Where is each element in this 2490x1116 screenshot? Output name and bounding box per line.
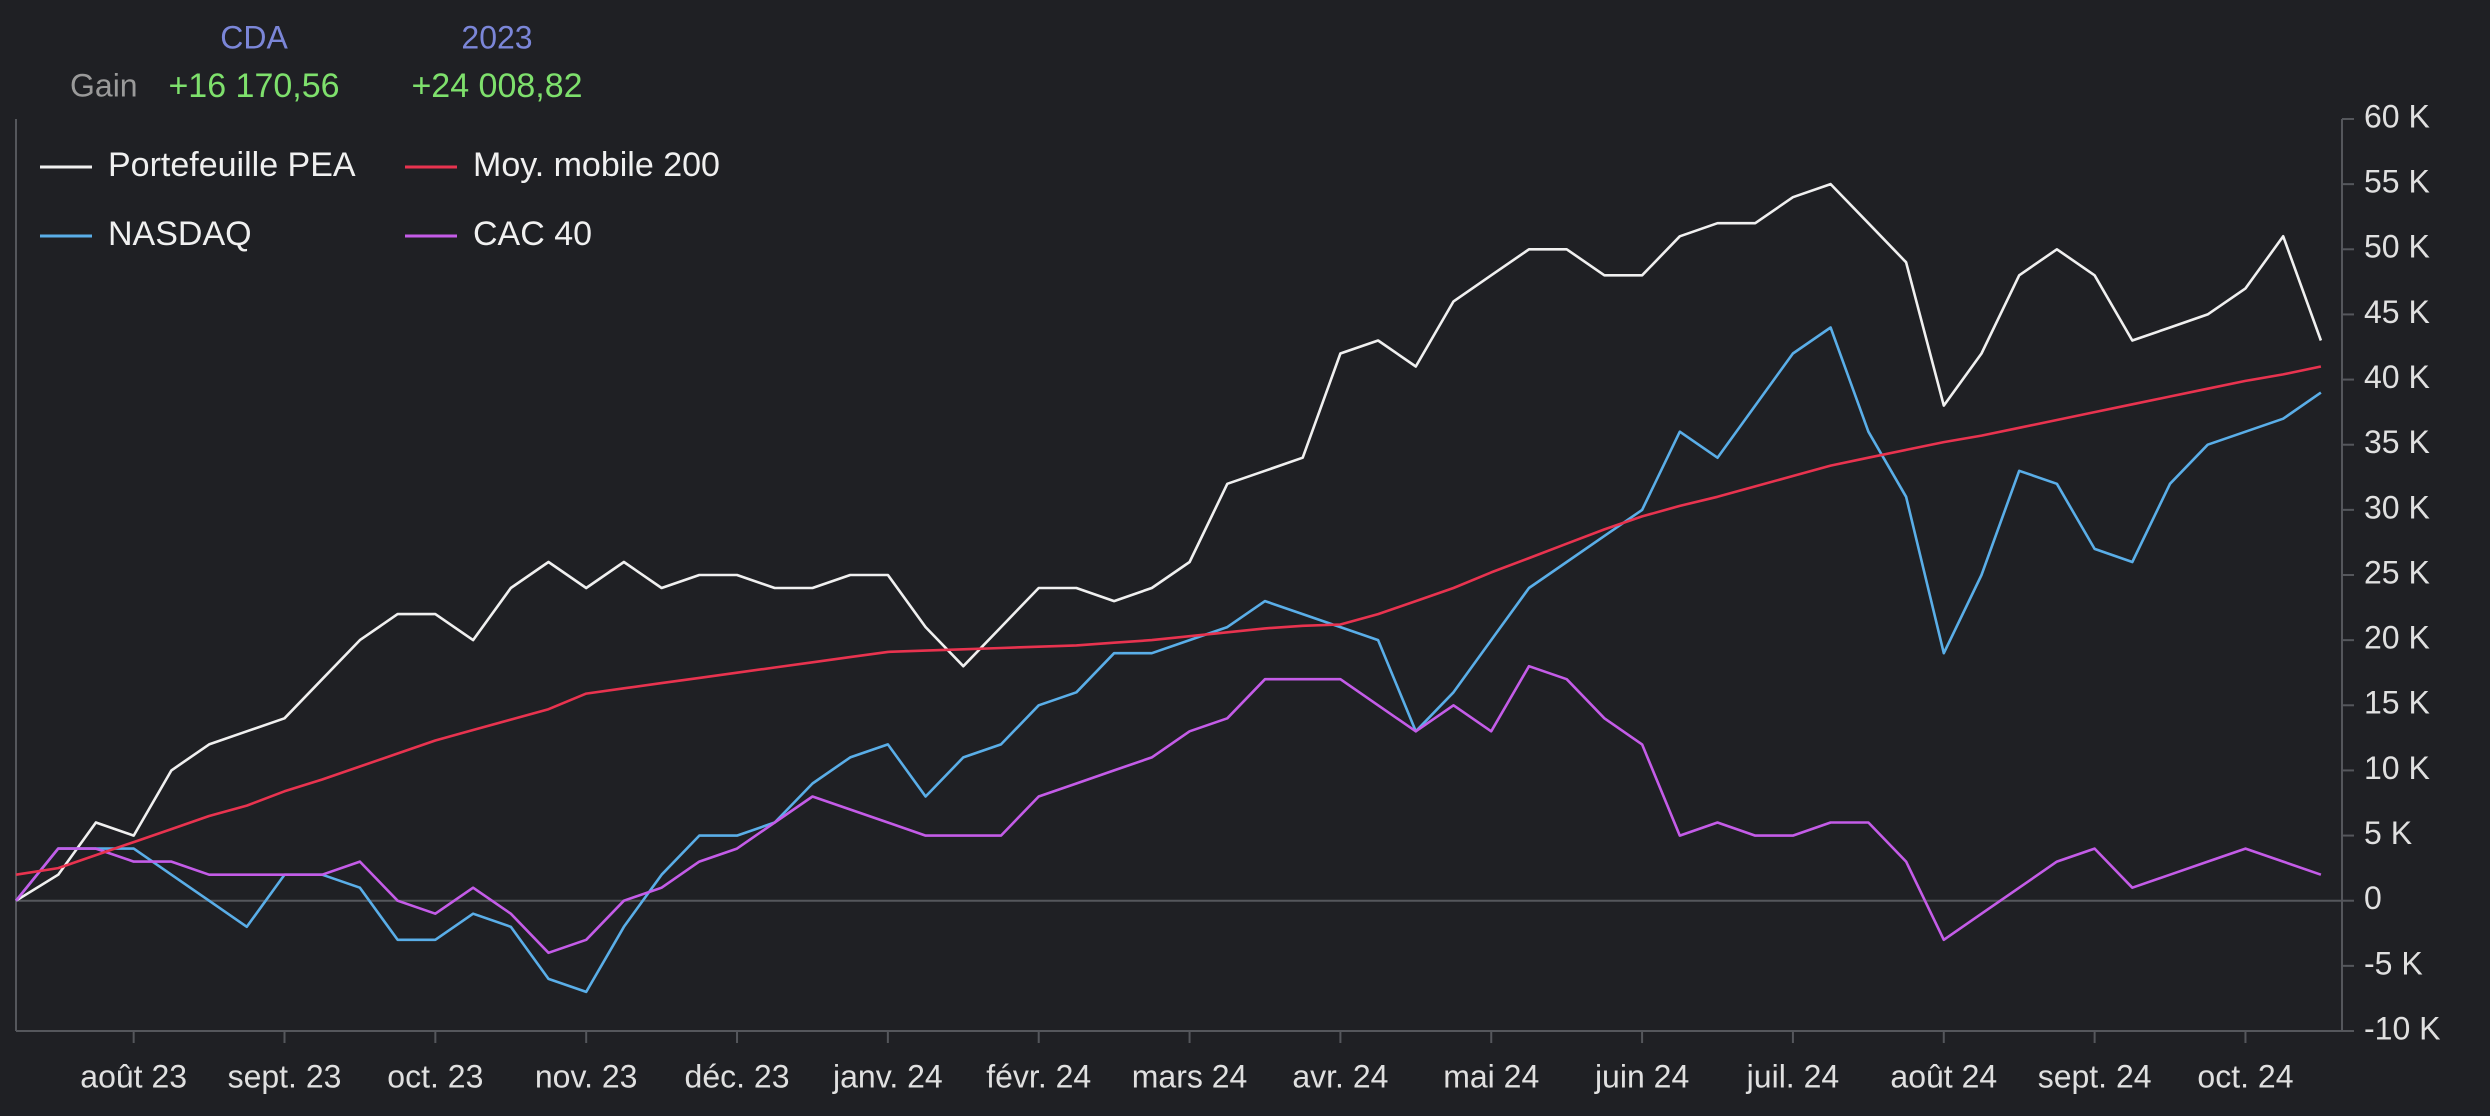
x-tick-label: avr. 24 [1292, 1058, 1388, 1094]
series-line [15, 182, 2323, 902]
legend-label: CAC 40 [473, 215, 592, 253]
gain-label: Gain [70, 67, 138, 103]
y-tick-label: 50 K [2364, 229, 2430, 265]
x-tick-label: mars 24 [1132, 1058, 1248, 1094]
y-tick-label: 30 K [2364, 489, 2430, 525]
x-tick-label: sept. 24 [2038, 1058, 2152, 1094]
y-tick-label: 40 K [2364, 359, 2430, 395]
y-tick-label: -5 K [2364, 945, 2423, 981]
x-tick-label: oct. 23 [387, 1058, 483, 1094]
series-line [14, 326, 2322, 994]
column-value: +24 008,82 [411, 67, 582, 105]
y-tick-label: 0 [2364, 880, 2382, 916]
legend-label: NASDAQ [108, 215, 252, 253]
x-tick-label: juin 24 [1594, 1058, 1689, 1094]
y-tick-label: 10 K [2364, 750, 2430, 786]
x-tick-label: oct. 24 [2197, 1058, 2293, 1094]
y-tick-label: 25 K [2364, 554, 2430, 590]
y-tick-label: 15 K [2364, 685, 2430, 721]
x-tick-label: août 24 [1890, 1058, 1997, 1094]
y-tick-label: 5 K [2364, 815, 2412, 851]
x-tick-label: nov. 23 [535, 1058, 638, 1094]
series-line [15, 365, 2322, 876]
column-title: CDA [220, 19, 288, 55]
x-tick-label: févr. 24 [986, 1058, 1091, 1094]
y-tick-label: 45 K [2364, 294, 2430, 330]
x-tick-label: juil. 24 [1746, 1058, 1840, 1094]
legend-label: Portefeuille PEA [108, 146, 356, 184]
series-line [14, 664, 2322, 955]
x-tick-label: mai 24 [1443, 1058, 1539, 1094]
column-value: +16 170,56 [168, 67, 339, 105]
x-tick-label: janv. 24 [832, 1058, 943, 1094]
legend-label: Moy. mobile 200 [473, 146, 720, 184]
y-tick-label: 60 K [2364, 98, 2430, 134]
x-tick-label: déc. 23 [685, 1058, 790, 1094]
column-title: 2023 [461, 19, 532, 55]
y-tick-label: 55 K [2364, 164, 2430, 200]
x-tick-label: août 23 [80, 1058, 187, 1094]
x-tick-label: sept. 23 [228, 1058, 342, 1094]
y-tick-label: 20 K [2364, 620, 2430, 656]
y-tick-label: -10 K [2364, 1010, 2440, 1046]
y-tick-label: 35 K [2364, 424, 2430, 460]
